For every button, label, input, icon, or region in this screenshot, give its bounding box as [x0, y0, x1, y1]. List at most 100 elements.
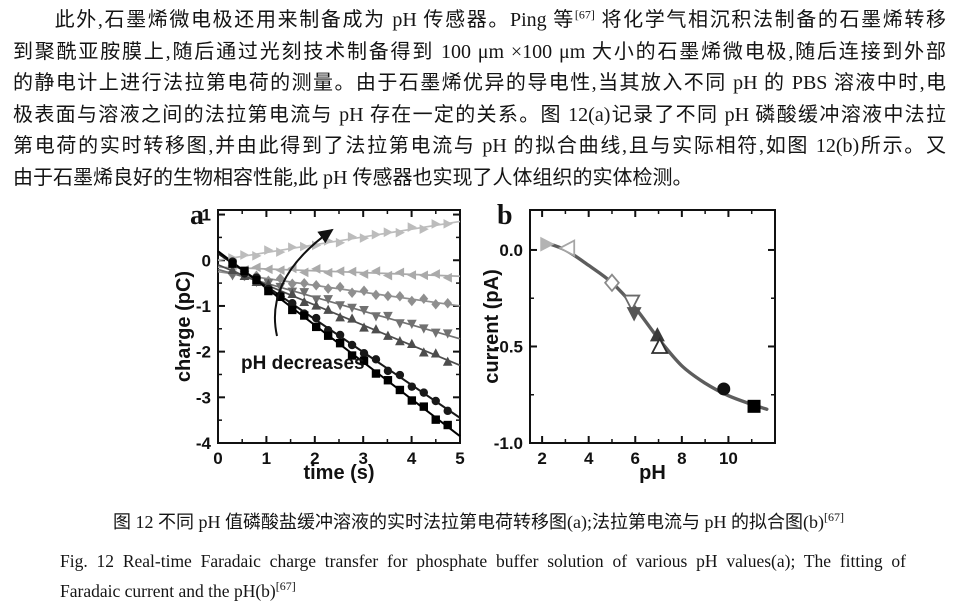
tick-label: 8 — [677, 449, 686, 468]
square-marker — [312, 322, 321, 332]
citation-ref: [67] — [275, 579, 296, 594]
triangle-right-marker — [300, 241, 310, 252]
diamond-marker — [359, 285, 369, 296]
square-marker — [383, 376, 393, 385]
square-marker — [323, 331, 333, 340]
triangle-down-marker — [626, 307, 642, 322]
annotation: pH decreases — [241, 228, 365, 374]
triangle-up-marker — [371, 324, 381, 334]
triangle-right-marker — [383, 227, 393, 238]
circle-marker — [288, 299, 297, 308]
triangle-down-marker — [622, 294, 641, 312]
circle-marker — [443, 406, 452, 416]
caption-zh-text: 图 12 不同 pH 值磷酸盐缓冲溶液的实时法拉第电荷转移图(a);法拉第电流与… — [113, 512, 824, 532]
axes: 2 4 6 8 10 0.0 -0.5 -1.0 pH current (pA) — [481, 209, 776, 484]
triangle-up-marker — [359, 322, 369, 332]
square-marker — [276, 292, 285, 302]
diamond-marker — [419, 293, 429, 305]
x-axis-label: time (s) — [303, 462, 374, 484]
diamond-marker — [311, 279, 321, 291]
triangle-left-marker — [406, 270, 417, 280]
diamond-marker — [395, 290, 405, 302]
triangle-down-marker — [323, 295, 333, 305]
diamond-marker — [287, 278, 297, 289]
triangle-left-marker — [370, 266, 381, 276]
triangle-up-marker — [311, 300, 322, 310]
circle-marker — [371, 355, 381, 364]
square-marker — [228, 259, 237, 268]
triangle-left-marker — [275, 265, 285, 275]
triangle-left-marker — [311, 264, 321, 274]
tick-label: -1 — [196, 297, 211, 316]
triangle-up-marker — [299, 296, 310, 306]
triangle-left-marker — [394, 267, 405, 278]
tick-label: -0.5 — [494, 337, 523, 356]
triangle-up-marker — [418, 347, 429, 357]
x-axis-label: pH — [639, 462, 666, 484]
square-marker — [371, 369, 381, 378]
triangle-left-marker — [299, 267, 309, 278]
square-marker — [747, 399, 761, 413]
triangle-up-marker — [335, 312, 345, 322]
fit-curve — [542, 240, 769, 411]
diamond-marker — [299, 277, 309, 289]
triangle-down-marker — [299, 288, 310, 298]
triangle-up-marker — [395, 336, 405, 346]
diamond-marker — [335, 281, 345, 293]
paragraph-line: 由于石墨烯良好的生物相容性能,此 pH 传感器也实现了人体组织的实体检测。 — [13, 166, 693, 189]
diamond-marker — [407, 295, 417, 307]
triangle-left-marker — [251, 262, 261, 273]
chart-b-current-vs-ph: 2 4 6 8 10 0.0 -0.5 -1.0 pH current (pA) b — [481, 200, 776, 484]
square-marker — [443, 420, 452, 430]
square-marker — [335, 338, 345, 348]
tick-label: -4 — [196, 434, 212, 453]
triangle-left-marker — [323, 267, 333, 278]
square-marker — [288, 305, 297, 315]
triangle-up-marker — [407, 338, 417, 348]
triangle-up-marker — [347, 313, 357, 323]
panel-label: a — [190, 200, 204, 231]
triangle-right-marker — [419, 224, 429, 235]
circle-marker — [407, 382, 417, 391]
ph-decreases-arrow — [273, 228, 334, 337]
triangle-right-marker — [288, 242, 298, 253]
square-marker — [300, 311, 309, 320]
triangle-right-marker — [371, 229, 382, 240]
triangle-right-marker — [407, 222, 417, 232]
square-marker — [240, 266, 249, 276]
circle-marker — [717, 382, 731, 396]
tick-label: 1 — [262, 449, 271, 468]
triangle-down-marker — [371, 312, 381, 322]
triangle-right-marker — [335, 237, 346, 248]
chart-a-faradaic-charge: 0 1 2 3 4 5 1 0 -1 -2 -3 -4 time (s) charge (pC) a pH d… — [173, 200, 465, 484]
triangle-left-marker — [418, 270, 428, 281]
triangle-left-marker — [382, 270, 393, 281]
triangle-right-marker — [395, 227, 405, 238]
triangle-left-marker — [442, 272, 452, 283]
triangle-left-marker — [335, 266, 345, 277]
tick-label: 4 — [407, 449, 417, 468]
tick-label: 2 — [310, 449, 319, 468]
circle-marker — [395, 370, 405, 380]
paragraph-line: 此外,石墨烯微电极还用来制备成为 pH 传感器。Ping 等[67] 将化学气相… — [13, 5, 946, 37]
triangle-down-marker — [359, 306, 369, 316]
triangle-left-marker — [557, 239, 576, 257]
triangle-up-marker — [650, 336, 669, 354]
paragraph-text: 将化学气相沉积法制备的石墨烯转移 — [594, 9, 947, 31]
panel-label: b — [497, 200, 513, 231]
tick-label: 5 — [455, 449, 464, 468]
circle-marker — [347, 340, 357, 350]
triangle-down-marker — [442, 329, 453, 339]
triangle-down-marker — [383, 311, 393, 322]
axes: 0 1 2 3 4 5 1 0 -1 -2 -3 -4 time (s) charge (pC) — [173, 206, 465, 484]
tick-label: -2 — [196, 343, 211, 362]
tick-label: 0 — [202, 251, 211, 270]
annotation-text: pH decreases — [241, 353, 365, 374]
square-marker — [407, 396, 417, 405]
tick-label: 2 — [537, 449, 546, 468]
circle-marker — [419, 388, 428, 397]
triangle-down-marker — [430, 328, 441, 338]
paragraph-line: 第电荷的实时转移图,并由此得到了法拉第电流与 pH 的拟合曲线,且与实际相符,如… — [13, 135, 946, 157]
figure-caption-zh: 图 12 不同 pH 值磷酸盐缓冲溶液的实时法拉第电荷转移图(a);法拉第电流与… — [0, 508, 957, 534]
